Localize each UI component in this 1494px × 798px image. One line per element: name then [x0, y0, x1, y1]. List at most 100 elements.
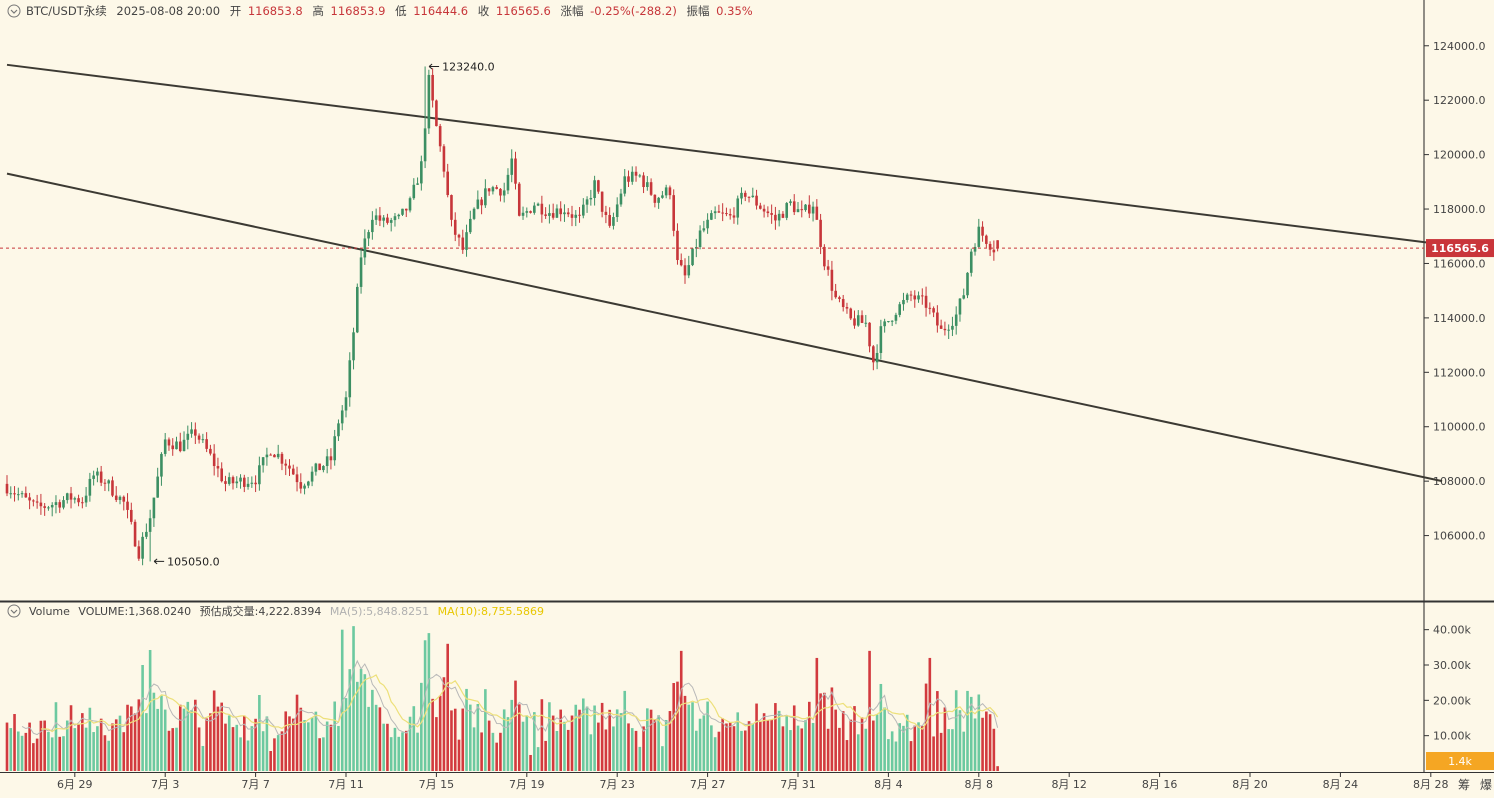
- volume-bar: [141, 665, 144, 771]
- candle-body: [167, 439, 171, 446]
- volume-bar: [118, 715, 122, 771]
- volume-bar: [17, 731, 20, 771]
- candle-body: [563, 212, 566, 215]
- volume-bar: [770, 719, 773, 771]
- volume-bar: [593, 705, 596, 771]
- volume-bar: [261, 731, 265, 771]
- candle-body: [570, 214, 574, 218]
- volume-bar: [924, 683, 928, 771]
- candle-body: [792, 201, 796, 213]
- volume-bar: [811, 722, 815, 771]
- volume-bar: [318, 738, 321, 771]
- candle-body: [872, 346, 875, 363]
- chevron-down-icon: [10, 609, 18, 614]
- candle-body: [838, 297, 841, 299]
- candle-body: [597, 180, 600, 192]
- liquidation-button[interactable]: 爆: [1480, 778, 1492, 792]
- candle-body: [736, 198, 740, 218]
- candle-body: [679, 260, 683, 266]
- arrow-left-icon: [153, 558, 165, 565]
- volume-bar: [992, 728, 996, 771]
- candle-body: [499, 188, 502, 196]
- collapse-icon[interactable]: [7, 4, 21, 18]
- candle-body: [762, 208, 766, 212]
- volume-bar: [50, 737, 54, 771]
- volume-bar: [386, 723, 389, 771]
- volume-bar: [250, 726, 254, 771]
- candle-body: [130, 509, 133, 522]
- candle-body: [533, 205, 536, 213]
- candle-body: [62, 500, 65, 508]
- candle-body: [314, 463, 318, 472]
- volume-bar: [239, 737, 242, 771]
- volume-bar: [695, 730, 698, 771]
- volume-bar: [713, 737, 717, 771]
- candle-body: [751, 195, 755, 198]
- current-volume-label: 1.4k: [1448, 755, 1472, 768]
- volume-bar: [630, 728, 634, 771]
- candle-body: [307, 481, 310, 486]
- candle-body: [122, 496, 126, 502]
- volume-bar: [284, 711, 288, 771]
- volume-bar: [830, 687, 834, 771]
- volume-bar: [657, 715, 660, 771]
- time-axis[interactable]: 6月 29 7月 3 7月 7 7月 11 7月 15 7月 19 7月 23 7月 27 7月…: [57, 772, 1449, 791]
- candle-body: [514, 158, 517, 184]
- change-value: -0.25%(-288.2): [590, 4, 677, 18]
- volume-bar: [977, 694, 981, 771]
- candle-body: [883, 321, 886, 327]
- time-tick-label: 7月 15: [419, 778, 455, 791]
- volume-bar: [205, 718, 208, 771]
- candle-body: [875, 352, 879, 363]
- candle-body: [721, 212, 724, 214]
- candle-body: [133, 521, 137, 547]
- candle-body: [559, 208, 562, 215]
- candle-body: [141, 536, 144, 559]
- volume-header: Volume VOLUME:1,368.0240 预估成交量:4,222.839…: [7, 604, 544, 618]
- volume-bar: [604, 729, 608, 771]
- candle-body: [777, 213, 781, 221]
- candles[interactable]: [5, 66, 999, 566]
- volume-bar: [683, 695, 687, 771]
- candle-body: [201, 439, 205, 441]
- time-tick-label: 8月 28: [1413, 778, 1449, 791]
- close-value: 116565.6: [496, 4, 551, 18]
- volume-bar: [265, 716, 269, 771]
- price-tick-label: 122000.0: [1433, 94, 1486, 107]
- volume-bar: [487, 720, 491, 771]
- volume-bar: [996, 766, 999, 771]
- time-tick-label: 8月 8: [965, 778, 994, 791]
- volume-bar: [186, 701, 190, 771]
- price-axis[interactable]: 106000.0 108000.0 110000.0 112000.0 114000.0…: [1424, 40, 1486, 543]
- trendlines[interactable]: [6, 63, 1443, 483]
- volume-bar: [111, 723, 114, 771]
- volume-bar: [755, 703, 758, 771]
- volume-axis[interactable]: 10.00k 20.00k 30.00k 40.00k: [1424, 624, 1471, 743]
- volume-collapse-icon[interactable]: [7, 604, 21, 618]
- volume-bar: [514, 680, 517, 771]
- candle-body: [65, 493, 69, 501]
- candle-body: [329, 456, 333, 461]
- volume-bar: [698, 718, 702, 771]
- volume-bar: [762, 713, 766, 771]
- volume-bar: [344, 698, 348, 771]
- volume-bar: [107, 740, 110, 771]
- candle-body: [92, 475, 95, 479]
- volume-bar: [480, 732, 483, 771]
- candle-body: [574, 214, 578, 218]
- candle-body: [853, 318, 856, 326]
- volume-bar: [201, 745, 205, 771]
- candle-body: [996, 240, 999, 249]
- volume-bar: [589, 734, 593, 771]
- volume-bar: [872, 720, 875, 771]
- chip-button[interactable]: 筹: [1458, 778, 1470, 792]
- volume-bar: [96, 726, 99, 771]
- candle-body: [743, 192, 747, 197]
- volume-bar: [58, 736, 62, 771]
- volume-bar: [310, 717, 314, 771]
- volume-bar: [679, 650, 683, 771]
- volume-bar: [84, 727, 88, 771]
- volume-bar: [774, 703, 777, 771]
